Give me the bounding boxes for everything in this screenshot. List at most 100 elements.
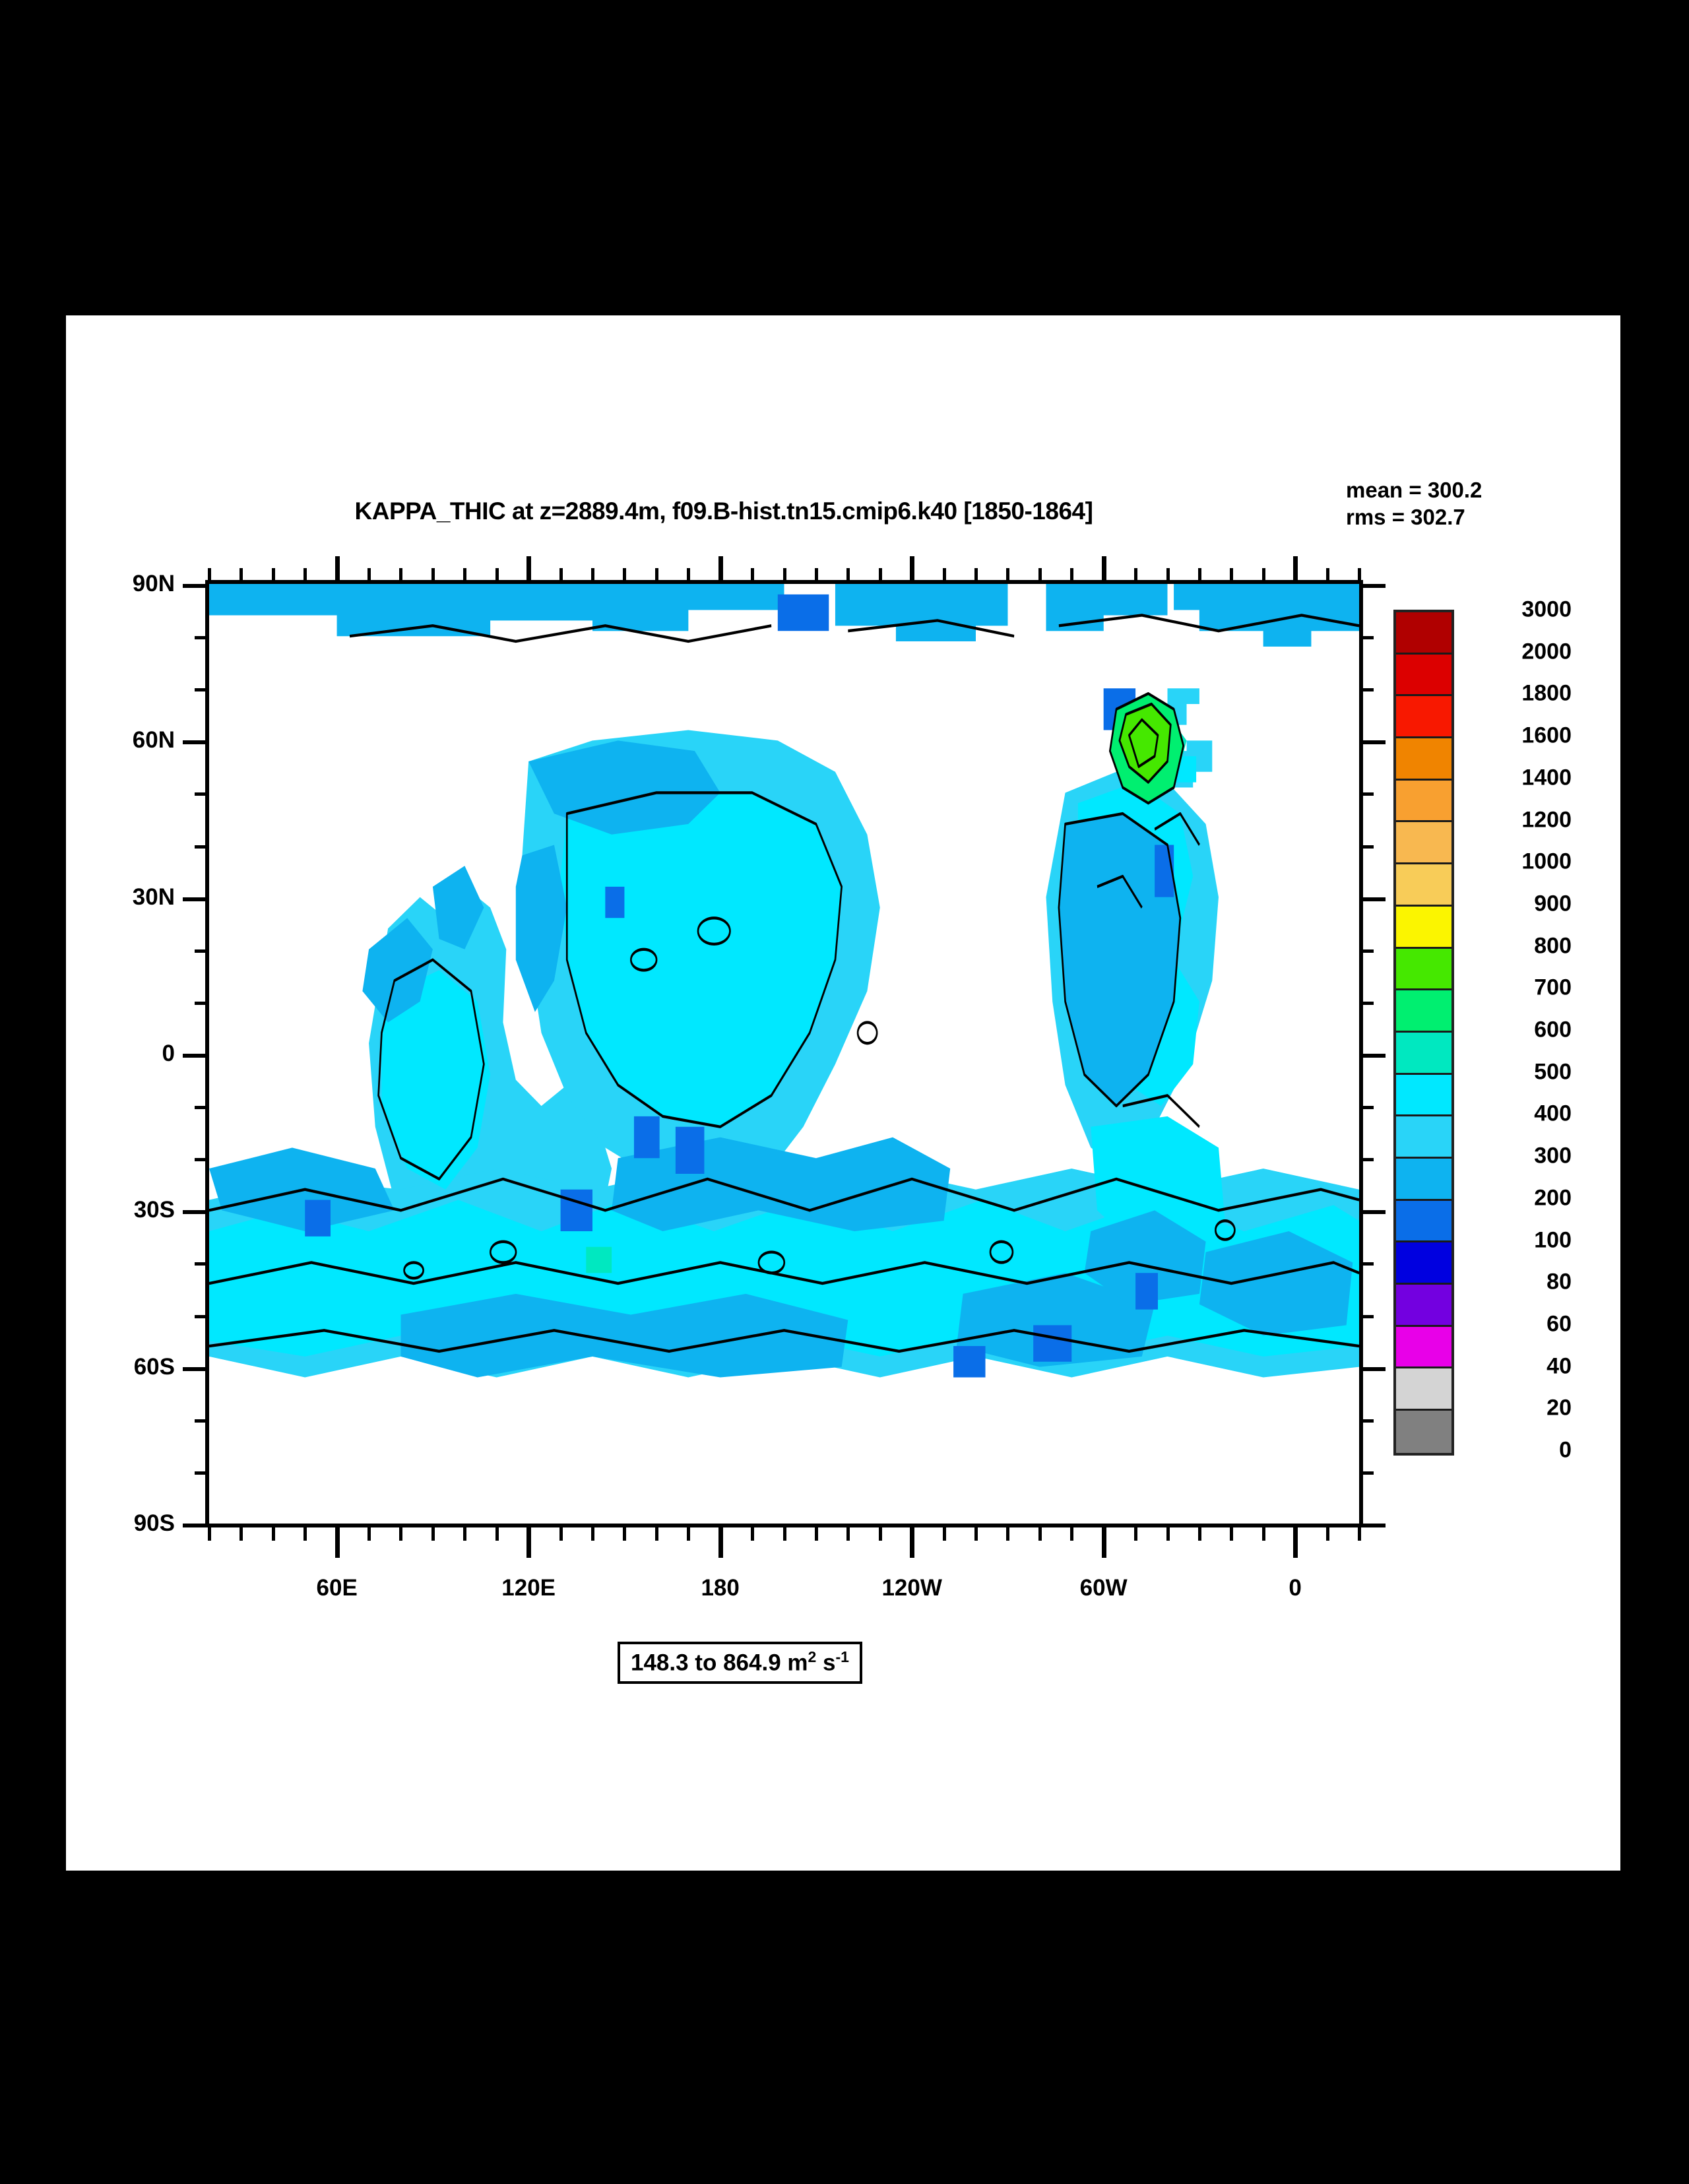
x-minor-tick bbox=[271, 1524, 275, 1541]
x-minor-tick bbox=[1070, 1524, 1074, 1541]
colorbar-swatch bbox=[1396, 612, 1451, 655]
x-minor-tick bbox=[974, 1524, 978, 1541]
colorbar-swatch bbox=[1396, 1116, 1451, 1159]
y-minor-tick bbox=[195, 845, 209, 849]
colorbar-tick-label: 1200 bbox=[1521, 807, 1572, 832]
units-exponent-2: -1 bbox=[835, 1648, 849, 1665]
x-minor-tick bbox=[623, 568, 627, 584]
x-minor-tick bbox=[687, 568, 691, 584]
colorbar-swatch bbox=[1396, 990, 1451, 1033]
colorbar-tick-label: 900 bbox=[1534, 891, 1572, 916]
x-minor-tick bbox=[846, 568, 850, 584]
y-minor-tick bbox=[1359, 1262, 1374, 1266]
x-major-tick bbox=[718, 556, 723, 584]
x-minor-tick bbox=[814, 568, 818, 584]
y-minor-tick bbox=[195, 1314, 209, 1318]
colorbar-tick-label: 700 bbox=[1534, 975, 1572, 1000]
y-minor-tick bbox=[1359, 1314, 1374, 1318]
x-minor-tick bbox=[1070, 568, 1074, 584]
colorbar-tick-label: 80 bbox=[1546, 1269, 1572, 1295]
x-minor-tick bbox=[846, 1524, 850, 1541]
rms-value: rms = 302.7 bbox=[1346, 505, 1465, 529]
x-major-tick bbox=[718, 1524, 723, 1558]
x-minor-tick bbox=[654, 1524, 658, 1541]
y-minor-tick bbox=[195, 1419, 209, 1423]
x-major-tick bbox=[1293, 556, 1298, 584]
colorbar-swatch bbox=[1396, 738, 1451, 781]
x-minor-tick bbox=[1230, 568, 1234, 584]
colorbar-swatch bbox=[1396, 1285, 1451, 1327]
x-minor-tick bbox=[303, 568, 307, 584]
y-major-tick bbox=[183, 1210, 209, 1215]
y-minor-tick bbox=[1359, 1419, 1374, 1423]
y-minor-tick bbox=[195, 792, 209, 796]
x-minor-tick bbox=[1197, 568, 1201, 584]
colorbar-labels: 3000 2000 1800 1600 1400 1200 1000 900 800 700 600… bbox=[1466, 597, 1572, 1463]
x-major-tick bbox=[910, 1524, 915, 1558]
x-minor-tick bbox=[495, 1524, 499, 1541]
colorbar-tick-label: 1400 bbox=[1521, 765, 1572, 790]
x-minor-tick bbox=[1166, 568, 1170, 584]
y-axis-label: 60N bbox=[132, 727, 175, 754]
y-minor-tick bbox=[195, 949, 209, 953]
x-minor-tick bbox=[208, 568, 211, 584]
x-minor-tick bbox=[878, 568, 882, 584]
x-minor-tick bbox=[1197, 1524, 1201, 1541]
x-minor-tick bbox=[878, 1524, 882, 1541]
y-minor-tick bbox=[1359, 1106, 1374, 1110]
x-axis-label: 60W bbox=[1079, 1575, 1128, 1601]
y-axis-label: 60S bbox=[133, 1353, 175, 1380]
y-major-tick bbox=[183, 1524, 209, 1527]
map-plot-area: 90N 60N 30N 0 30S 60S 90S 60E 120E 180 120W 60W 0 bbox=[133, 556, 1386, 1601]
x-minor-tick bbox=[974, 568, 978, 584]
x-major-tick bbox=[335, 556, 340, 584]
x-minor-tick bbox=[1261, 1524, 1265, 1541]
y-axis-label: 90N bbox=[132, 571, 175, 596]
x-minor-tick bbox=[399, 568, 403, 584]
colorbar-tick-label: 800 bbox=[1534, 933, 1572, 959]
x-minor-tick bbox=[431, 1524, 435, 1541]
colorbar-swatch bbox=[1396, 822, 1451, 865]
x-minor-tick bbox=[239, 1524, 243, 1541]
y-major-tick bbox=[1359, 1210, 1386, 1215]
x-minor-tick bbox=[559, 1524, 563, 1541]
x-minor-tick bbox=[303, 1524, 307, 1541]
y-major-tick bbox=[1359, 740, 1386, 745]
colorbar-tick-label: 20 bbox=[1546, 1395, 1572, 1421]
x-minor-tick bbox=[463, 568, 467, 584]
y-major-tick bbox=[1359, 897, 1386, 901]
x-minor-tick bbox=[1358, 1524, 1361, 1541]
y-minor-tick bbox=[1359, 949, 1374, 953]
x-minor-tick bbox=[1230, 1524, 1234, 1541]
x-major-tick bbox=[1101, 1524, 1106, 1558]
range-caption: 148.3 to 864.9 m2 s-1 bbox=[631, 1650, 849, 1675]
x-minor-tick bbox=[271, 568, 275, 584]
x-axis-label: 120E bbox=[501, 1575, 556, 1601]
range-caption-mid: s bbox=[816, 1650, 836, 1676]
x-major-tick bbox=[1293, 1524, 1298, 1558]
colorbar-tick-label: 1800 bbox=[1521, 680, 1572, 706]
colorbar-tick-label: 600 bbox=[1534, 1017, 1572, 1043]
colorbar-swatch bbox=[1396, 1242, 1451, 1285]
x-minor-tick bbox=[1006, 1524, 1010, 1541]
x-minor-tick bbox=[1038, 568, 1042, 584]
x-minor-tick bbox=[1038, 1524, 1042, 1541]
y-axis-label: 0 bbox=[162, 1041, 175, 1066]
x-axis-label: 60E bbox=[316, 1575, 358, 1601]
colorbar-swatch bbox=[1396, 696, 1451, 739]
y-minor-tick bbox=[1359, 792, 1374, 796]
range-caption-box: 148.3 to 864.9 m2 s-1 bbox=[618, 1642, 862, 1684]
x-minor-tick bbox=[782, 568, 786, 584]
y-major-tick bbox=[1359, 584, 1386, 588]
colorbar-tick-label: 1600 bbox=[1521, 723, 1572, 748]
y-minor-tick bbox=[1359, 1471, 1374, 1475]
y-minor-tick bbox=[195, 1106, 209, 1110]
y-axis-label: 90S bbox=[133, 1510, 175, 1536]
x-minor-tick bbox=[751, 568, 755, 584]
colorbar-swatch bbox=[1396, 864, 1451, 907]
colorbar-tick-label: 300 bbox=[1534, 1143, 1572, 1169]
y-minor-tick bbox=[1359, 636, 1374, 640]
y-major-tick bbox=[1359, 1054, 1386, 1058]
x-axis-label: 120W bbox=[881, 1575, 942, 1601]
